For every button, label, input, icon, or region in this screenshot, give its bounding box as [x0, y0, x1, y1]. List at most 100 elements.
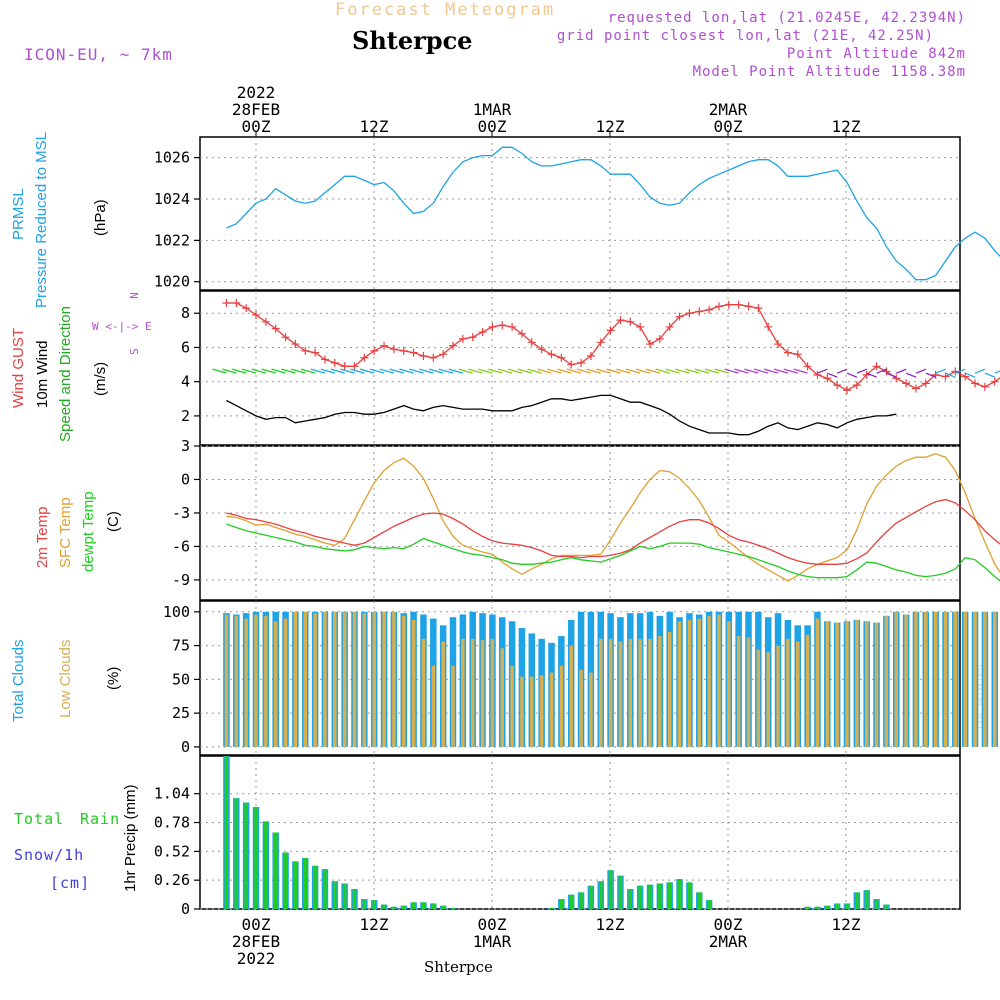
gust-point [389, 345, 398, 354]
low-cloud-bar [983, 611, 987, 747]
low-cloud-bar [402, 615, 406, 747]
low-cloud-bar [264, 615, 268, 747]
low-cloud-bar [313, 613, 317, 747]
precip-rain-bar [608, 870, 613, 909]
low-cloud-bar [835, 622, 839, 747]
wind-arrow [409, 368, 424, 374]
bottom-time-label-1-0: 12Z [360, 915, 389, 934]
low-cloud-bar [323, 611, 327, 747]
precip-rain-bar [402, 905, 406, 909]
precip-rain-bar [815, 906, 820, 909]
model-altitude: Model Point Altitude 1158.38m [692, 64, 966, 80]
gust-point [823, 374, 832, 383]
grid-point-coords: grid point closest lon,lat (21E, 42.25N) [556, 28, 934, 44]
precip-snow-unit: [cm] [50, 874, 91, 892]
gust-point [665, 322, 674, 331]
precip-rain-bar [451, 907, 455, 909]
precip-rain-bar [411, 902, 416, 909]
precip-rain-bar [638, 885, 642, 909]
low-cloud-bar [796, 641, 800, 747]
wind-arrow [866, 372, 877, 378]
wind-arrow [251, 368, 267, 374]
tick-label-wind-2: 6 [181, 338, 190, 356]
top-time-label-3-0: 12Z [596, 117, 625, 136]
low-cloud-bar [628, 638, 633, 747]
precip-rain-bar [707, 900, 711, 909]
low-cloud-bar [746, 637, 751, 747]
wind-arrow [547, 368, 562, 374]
low-cloud-bar [372, 611, 376, 747]
low-cloud-bar [480, 640, 485, 747]
wind-arrow [734, 368, 749, 374]
top-time-label-2-1: 00Z [478, 117, 507, 136]
precip-rain-bar [599, 881, 603, 909]
low-cloud-bar [687, 619, 692, 747]
gust-point [261, 317, 270, 326]
tick-label-temp-4: 3 [181, 437, 190, 455]
low-cloud-bar [461, 638, 465, 747]
low-cloud-bar [530, 676, 534, 747]
wind-arrow [261, 368, 276, 374]
low-cloud-bar [648, 638, 652, 747]
low-cloud-bar [963, 611, 967, 747]
low-cloud-bar [520, 676, 524, 747]
wind-arrow [846, 372, 858, 378]
low-cloud-bar [273, 621, 278, 747]
precip-rain-bar [628, 889, 633, 909]
gust-point [419, 352, 428, 361]
wind-arrow [281, 368, 296, 374]
wind-arrow [497, 368, 513, 374]
gust-point [498, 321, 507, 330]
wind-arrow [271, 368, 286, 374]
wind-arrow [886, 372, 897, 378]
gust-point [370, 346, 379, 355]
gust-point [626, 317, 635, 326]
gust-point [557, 353, 566, 362]
bottom-time-label-2-1: 1MAR [473, 932, 512, 951]
gust-line [226, 302, 1000, 391]
tick-label-precip-4: 1.04 [154, 785, 190, 803]
precip-rain-bar [362, 899, 367, 909]
gust-point [429, 353, 438, 362]
gust-point [892, 374, 901, 383]
low-cloud-bar [549, 672, 554, 747]
bottom-time-label-4-0: 00Z [714, 915, 743, 934]
low-cloud-bar [441, 641, 445, 747]
wind-arrow [527, 368, 542, 374]
low-cloud-bar [490, 638, 495, 747]
wind-arrow [399, 368, 414, 374]
precip-rain-bar [273, 832, 278, 909]
top-time-label-1-0: 12Z [360, 117, 389, 136]
low-cloud-bar [431, 665, 436, 747]
wind-arrow [488, 368, 503, 374]
precip-snow-label: Snow/1h [14, 846, 85, 864]
precip-rain-bar [648, 884, 652, 909]
model-label: ICON-EU, ~ 7km [24, 45, 173, 64]
tick-label-temp-1: -6 [172, 537, 190, 555]
low-cloud-bar [342, 611, 347, 747]
precip-rain-label: Rain [80, 810, 121, 828]
low-cloud-bar [254, 614, 258, 747]
wind-arrow [448, 368, 464, 374]
low-cloud-bar [736, 636, 741, 747]
gust-point [833, 381, 842, 390]
low-cloud-bar [667, 632, 672, 747]
low-cloud-bar [293, 611, 298, 747]
precip-rain-bar [845, 903, 849, 909]
wind-arrow [793, 368, 808, 374]
tick-label-wind-3: 8 [181, 304, 190, 322]
wind-arrow [369, 368, 385, 374]
precip-rain-bar [313, 865, 317, 909]
low-cloud-bar [815, 618, 820, 747]
wind-arrow [896, 368, 907, 374]
low-cloud-bar [756, 649, 761, 747]
precip-rain-bar [618, 875, 623, 909]
low-cloud-bar [805, 634, 810, 747]
low-cloud-bar [303, 611, 307, 747]
wind-arrow [300, 368, 316, 374]
low-cloud-bar [874, 622, 879, 747]
precip-rain-bar [254, 807, 258, 909]
tick-label-precip-2: 0.52 [154, 842, 190, 860]
precip-rain-bar [884, 904, 889, 909]
low-cloud-bar [362, 613, 367, 747]
